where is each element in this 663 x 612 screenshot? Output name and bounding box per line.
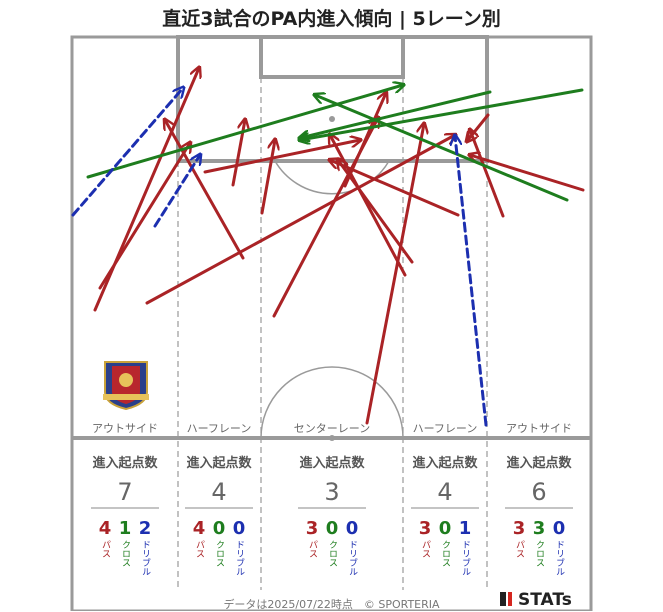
lane-1-cross-count: 1 [119,518,132,539]
lane-3-dribble-count: 0 [346,518,359,539]
penalty-spot [329,116,335,122]
pass-arrow-16 [467,113,490,141]
lane-4-dribble-caption: ドリブル [460,540,471,576]
lane-total-4: 4 [437,478,452,506]
pass-arrow-4 [145,135,455,305]
lane-5-cross-caption: クロス [534,540,544,567]
lane-4-cross-caption: クロス [440,540,450,567]
lane-2-cross-caption: クロス [214,540,224,567]
lane-stat-header-4: 進入起点数 [412,455,478,471]
team-crest-icon [103,361,149,411]
cross-arrow-19 [315,95,569,202]
pass-arrow-9 [330,135,407,277]
center-circle-arc [260,366,404,439]
lane-3-cross-count: 0 [326,518,339,539]
footer-note: データは2025/07/22時点 © SPORTERIA [223,598,440,611]
lane-stat-header-2: 進入起点数 [186,455,252,471]
lane-label-5: アウトサイド [506,422,572,435]
lane-stat-header-3: 進入起点数 [299,455,365,471]
dribble-arrow-23 [455,136,488,427]
lane-label-2: ハーフレーン [187,422,252,435]
cross-arrow-20 [300,90,492,138]
lane-4-pass-caption: パス [420,540,431,558]
pass-arrow-15 [203,140,360,174]
chart-title: 直近3試合のPA内進入傾向 | 5レーン別 [162,8,501,30]
lane-4-cross-count: 0 [439,518,452,539]
lane-4-dribble-count: 1 [459,518,472,539]
lane-total-3: 3 [324,478,339,506]
arrow-layer [71,68,585,427]
lane-5-cross-count: 3 [533,518,546,539]
lane-label-4: ハーフレーン [413,422,478,435]
lane-2-pass-count: 4 [193,518,206,539]
lane-3-pass-caption: パス [307,540,318,558]
lane-3-cross-caption: クロス [327,540,337,567]
lane-total-5: 6 [531,478,546,506]
pass-arrow-5 [231,120,245,187]
cross-arrow-18 [300,88,584,140]
lane-1-pass-count: 4 [99,518,112,539]
lane-2-dribble-caption: ドリブル [234,540,245,576]
dribble-arrow-21 [71,88,183,217]
lane-label-3: センターレーン [294,422,370,435]
dribble-arrow-22 [153,155,200,228]
brand-logo: STATs [500,590,572,610]
lane-2-cross-count: 0 [213,518,226,539]
pass-arrow-6 [260,140,275,215]
cross-arrow-17 [86,85,403,179]
lane-3-pass-count: 3 [306,518,319,539]
lane-stat-header-5: 進入起点数 [506,455,572,471]
lane-3-dribble-caption: ドリブル [347,540,358,576]
pass-arrow-8 [365,124,424,425]
lane-label-1: アウトサイド [92,422,158,435]
lane-total-2: 4 [211,478,226,506]
penalty-arc [274,160,390,195]
center-spot [329,435,335,441]
pass-arrow-3 [165,120,245,260]
goal-area [259,35,405,79]
lane-1-dribble-count: 2 [139,518,152,539]
pass-arrow-14 [343,93,386,188]
pass-arrow-13 [470,155,585,192]
lane-4-pass-count: 3 [419,518,432,539]
lane-total-1: 7 [117,478,132,506]
lane-stat-header-1: 進入起点数 [92,455,158,471]
lane-5-pass-count: 3 [513,518,526,539]
lane-5-dribble-count: 0 [553,518,566,539]
lane-5-dribble-caption: ドリブル [554,540,565,576]
pass-arrow-2 [98,143,190,290]
lane-1-pass-caption: パス [100,540,111,558]
lane-1-cross-caption: クロス [120,540,130,567]
lane-5-pass-caption: パス [514,540,525,558]
brand-text: STATs [518,590,572,610]
lane-stats: アウトサイド進入起点数74パス1クロス2ドリブルハーフレーン進入起点数44パス0… [91,422,573,576]
lane-2-pass-caption: パス [194,540,205,558]
lane-2-dribble-count: 0 [233,518,246,539]
lane-1-dribble-caption: ドリブル [140,540,151,576]
